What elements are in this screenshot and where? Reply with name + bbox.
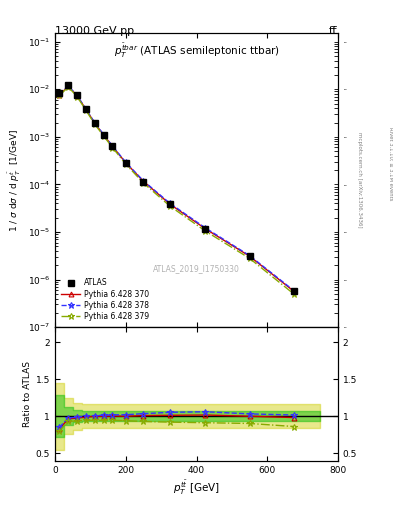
Text: 13000 GeV pp: 13000 GeV pp xyxy=(55,26,134,36)
Y-axis label: mcplots.cern.ch [arXiv:1306.3436]: mcplots.cern.ch [arXiv:1306.3436] xyxy=(357,133,362,228)
Text: ATLAS_2019_I1750330: ATLAS_2019_I1750330 xyxy=(153,264,240,273)
X-axis label: $p_T^{t\bar{t}}$ [GeV]: $p_T^{t\bar{t}}$ [GeV] xyxy=(173,479,220,497)
Text: tt̅: tt̅ xyxy=(329,26,338,36)
Text: $p_T^{\bar{t}bar}$ (ATLAS semileptonic ttbar): $p_T^{\bar{t}bar}$ (ATLAS semileptonic t… xyxy=(114,42,279,60)
Legend: ATLAS, Pythia 6.428 370, Pythia 6.428 378, Pythia 6.428 379: ATLAS, Pythia 6.428 370, Pythia 6.428 37… xyxy=(59,276,151,324)
Y-axis label: Ratio to ATLAS: Ratio to ATLAS xyxy=(23,361,31,427)
Y-axis label: 1 / $\sigma$ d$\sigma$ / d $p_T^{\bar{t}}$  [1/GeV]: 1 / $\sigma$ d$\sigma$ / d $p_T^{\bar{t}… xyxy=(7,129,24,232)
Text: Rivet 3.1.10; ≥ 3.1M events: Rivet 3.1.10; ≥ 3.1M events xyxy=(389,127,393,201)
